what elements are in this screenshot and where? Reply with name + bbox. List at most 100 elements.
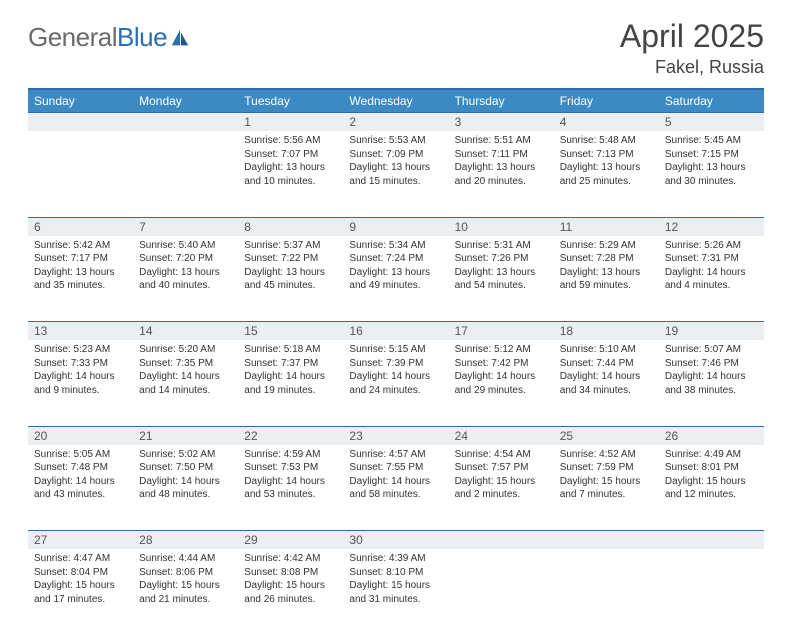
day-number: 18 (554, 322, 659, 340)
daynum-cell: 7 (133, 217, 238, 236)
day-number (554, 531, 659, 549)
daylight-line1: Daylight: 13 hours (244, 161, 337, 175)
week-row: Sunrise: 5:56 AMSunset: 7:07 PMDaylight:… (28, 131, 764, 217)
day-detail: Sunrise: 5:20 AMSunset: 7:35 PMDaylight:… (133, 340, 238, 403)
day-detail: Sunrise: 5:29 AMSunset: 7:28 PMDaylight:… (554, 236, 659, 299)
daylight-line2: and 54 minutes. (455, 279, 548, 293)
daylight-line2: and 10 minutes. (244, 175, 337, 189)
day-cell (133, 131, 238, 217)
sunrise-text: Sunrise: 5:51 AM (455, 134, 548, 148)
sunset-text: Sunset: 7:37 PM (244, 357, 337, 371)
sunset-text: Sunset: 8:01 PM (665, 461, 758, 475)
calendar-table: Sunday Monday Tuesday Wednesday Thursday… (28, 88, 764, 635)
daylight-line2: and 40 minutes. (139, 279, 232, 293)
daylight-line2: and 15 minutes. (349, 175, 442, 189)
daynum-cell: 30 (343, 531, 448, 550)
daynum-cell: 21 (133, 426, 238, 445)
daynum-cell: 6 (28, 217, 133, 236)
sunset-text: Sunset: 7:24 PM (349, 252, 442, 266)
sunset-text: Sunset: 7:50 PM (139, 461, 232, 475)
daylight-line1: Daylight: 14 hours (34, 475, 127, 489)
sunset-text: Sunset: 7:42 PM (455, 357, 548, 371)
sunrise-text: Sunrise: 4:54 AM (455, 448, 548, 462)
sail-icon (169, 27, 191, 49)
sunset-text: Sunset: 7:46 PM (665, 357, 758, 371)
daylight-line2: and 9 minutes. (34, 384, 127, 398)
sunset-text: Sunset: 7:17 PM (34, 252, 127, 266)
day-detail: Sunrise: 5:31 AMSunset: 7:26 PMDaylight:… (449, 236, 554, 299)
day-cell: Sunrise: 4:42 AMSunset: 8:08 PMDaylight:… (238, 549, 343, 635)
daynum-cell: 12 (659, 217, 764, 236)
day-cell: Sunrise: 4:54 AMSunset: 7:57 PMDaylight:… (449, 445, 554, 531)
daynum-cell (449, 531, 554, 550)
day-number: 4 (554, 113, 659, 131)
daynum-cell: 15 (238, 322, 343, 341)
daynum-cell: 13 (28, 322, 133, 341)
day-cell (554, 549, 659, 635)
daylight-line2: and 53 minutes. (244, 488, 337, 502)
daynum-row: 20212223242526 (28, 426, 764, 445)
day-number: 27 (28, 531, 133, 549)
day-number: 7 (133, 218, 238, 236)
daylight-line1: Daylight: 13 hours (455, 161, 548, 175)
sunset-text: Sunset: 7:20 PM (139, 252, 232, 266)
day-number: 5 (659, 113, 764, 131)
daylight-line1: Daylight: 14 hours (560, 370, 653, 384)
day-number: 1 (238, 113, 343, 131)
sunrise-text: Sunrise: 5:45 AM (665, 134, 758, 148)
sunset-text: Sunset: 7:33 PM (34, 357, 127, 371)
sunset-text: Sunset: 7:48 PM (34, 461, 127, 475)
day-header: Friday (554, 89, 659, 113)
day-cell: Sunrise: 4:59 AMSunset: 7:53 PMDaylight:… (238, 445, 343, 531)
daynum-cell: 17 (449, 322, 554, 341)
sunset-text: Sunset: 7:31 PM (665, 252, 758, 266)
daynum-cell (28, 113, 133, 132)
day-cell: Sunrise: 5:45 AMSunset: 7:15 PMDaylight:… (659, 131, 764, 217)
daylight-line2: and 30 minutes. (665, 175, 758, 189)
daynum-cell (133, 113, 238, 132)
sunset-text: Sunset: 7:15 PM (665, 148, 758, 162)
day-detail: Sunrise: 5:56 AMSunset: 7:07 PMDaylight:… (238, 131, 343, 194)
daylight-line1: Daylight: 14 hours (349, 370, 442, 384)
day-detail: Sunrise: 4:57 AMSunset: 7:55 PMDaylight:… (343, 445, 448, 508)
daynum-cell: 25 (554, 426, 659, 445)
daynum-cell: 19 (659, 322, 764, 341)
week-row: Sunrise: 5:05 AMSunset: 7:48 PMDaylight:… (28, 445, 764, 531)
daynum-cell: 28 (133, 531, 238, 550)
daynum-cell (659, 531, 764, 550)
day-number: 8 (238, 218, 343, 236)
sunset-text: Sunset: 7:44 PM (560, 357, 653, 371)
day-number: 29 (238, 531, 343, 549)
daynum-cell: 2 (343, 113, 448, 132)
sunset-text: Sunset: 7:55 PM (349, 461, 442, 475)
daylight-line2: and 21 minutes. (139, 593, 232, 607)
daynum-cell: 3 (449, 113, 554, 132)
sunrise-text: Sunrise: 4:39 AM (349, 552, 442, 566)
daylight-line2: and 49 minutes. (349, 279, 442, 293)
daylight-line2: and 43 minutes. (34, 488, 127, 502)
daynum-cell: 26 (659, 426, 764, 445)
daylight-line1: Daylight: 14 hours (139, 370, 232, 384)
day-number: 16 (343, 322, 448, 340)
day-cell: Sunrise: 5:29 AMSunset: 7:28 PMDaylight:… (554, 236, 659, 322)
daylight-line2: and 17 minutes. (34, 593, 127, 607)
day-number: 13 (28, 322, 133, 340)
sunrise-text: Sunrise: 5:26 AM (665, 239, 758, 253)
daylight-line1: Daylight: 14 hours (665, 370, 758, 384)
sunset-text: Sunset: 7:53 PM (244, 461, 337, 475)
day-detail: Sunrise: 5:07 AMSunset: 7:46 PMDaylight:… (659, 340, 764, 403)
location: Fakel, Russia (620, 57, 764, 78)
daylight-line1: Daylight: 14 hours (34, 370, 127, 384)
day-detail: Sunrise: 4:47 AMSunset: 8:04 PMDaylight:… (28, 549, 133, 612)
daynum-cell: 29 (238, 531, 343, 550)
sunset-text: Sunset: 8:06 PM (139, 566, 232, 580)
daylight-line2: and 58 minutes. (349, 488, 442, 502)
daynum-cell: 18 (554, 322, 659, 341)
day-cell (28, 131, 133, 217)
daylight-line1: Daylight: 14 hours (244, 475, 337, 489)
day-detail: Sunrise: 5:15 AMSunset: 7:39 PMDaylight:… (343, 340, 448, 403)
day-detail: Sunrise: 5:12 AMSunset: 7:42 PMDaylight:… (449, 340, 554, 403)
day-number (659, 531, 764, 549)
day-cell: Sunrise: 5:42 AMSunset: 7:17 PMDaylight:… (28, 236, 133, 322)
day-number: 25 (554, 427, 659, 445)
